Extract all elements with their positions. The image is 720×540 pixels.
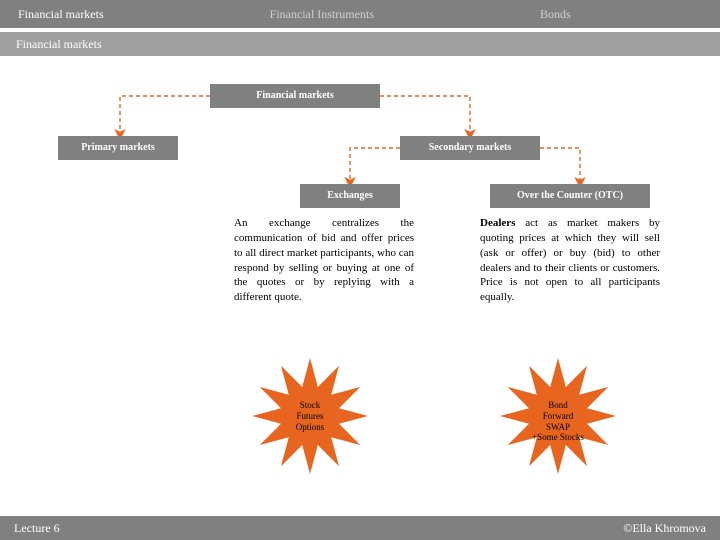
node-exch: Exchanges [300,184,400,208]
footer-left: Lecture 6 [14,521,60,536]
tab-financial-markets[interactable]: Financial markets [0,7,122,22]
starburst-label-1: Bond Forward SWAP +Some Stocks [498,400,618,443]
exchange-description: An exchange centralizes the communicatio… [234,216,414,305]
starburst-label-0: Stock Futures Options [250,400,370,432]
top-tab-bar: Financial markets Financial Instruments … [0,0,720,28]
node-root: Financial markets [210,84,380,108]
footer-right: ©Ella Khromova [623,521,706,536]
starburst-0: Stock Futures Options [250,356,370,476]
node-otc: Over the Counter (OTC) [490,184,650,208]
node-sec: Secondary markets [400,136,540,160]
slide-footer: Lecture 6 ©Ella Khromova [0,516,720,540]
node-prim: Primary markets [58,136,178,160]
starburst-1: Bond Forward SWAP +Some Stocks [498,356,618,476]
section-subhead: Financial markets [0,32,720,56]
tab-bonds[interactable]: Bonds [522,7,589,22]
tab-financial-instruments[interactable]: Financial Instruments [252,7,392,22]
otc-description: Dealers act as market makers by quoting … [480,216,660,305]
diagram-canvas: Financial markets Primary markets Secondar… [0,56,720,516]
